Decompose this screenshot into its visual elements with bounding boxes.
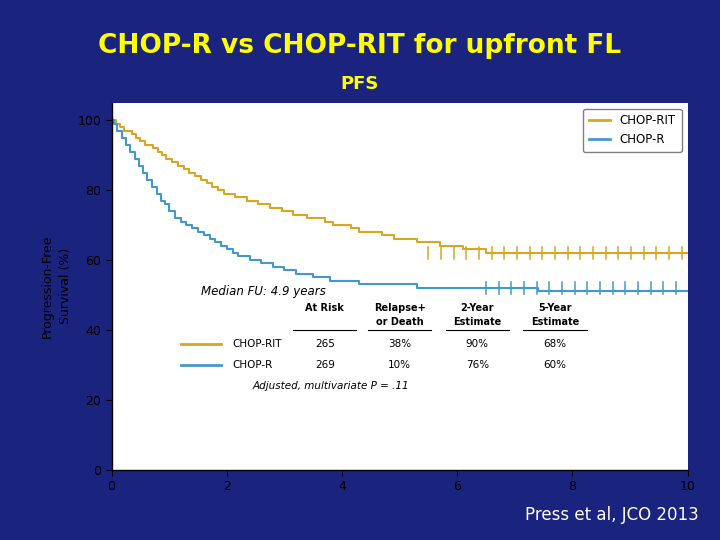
Text: Adjusted, multivariate P = .11: Adjusted, multivariate P = .11: [252, 381, 409, 391]
Text: Press et al, JCO 2013: Press et al, JCO 2013: [525, 506, 698, 524]
Text: 2-Year: 2-Year: [461, 303, 494, 313]
Text: Relapse+: Relapse+: [374, 303, 426, 313]
Text: 265: 265: [315, 339, 335, 349]
Text: 38%: 38%: [388, 339, 411, 349]
Text: 10%: 10%: [388, 360, 411, 370]
Text: CHOP-R vs CHOP-RIT for upfront FL: CHOP-R vs CHOP-RIT for upfront FL: [99, 33, 621, 59]
Text: At Risk: At Risk: [305, 303, 344, 313]
Text: 68%: 68%: [544, 339, 567, 349]
Text: 90%: 90%: [466, 339, 489, 349]
Text: or Death: or Death: [376, 316, 423, 327]
Legend: CHOP-RIT, CHOP-R: CHOP-RIT, CHOP-R: [583, 109, 682, 152]
Text: Median FU: 4.9 years: Median FU: 4.9 years: [201, 285, 325, 298]
Y-axis label: Progression-Free
Survival (%): Progression-Free Survival (%): [41, 234, 72, 338]
Text: 76%: 76%: [466, 360, 489, 370]
Text: CHOP-RIT: CHOP-RIT: [233, 339, 282, 349]
Text: 269: 269: [315, 360, 335, 370]
Text: Estimate: Estimate: [531, 316, 580, 327]
Text: 5-Year: 5-Year: [539, 303, 572, 313]
Text: CHOP-R: CHOP-R: [233, 360, 273, 370]
Text: Estimate: Estimate: [453, 316, 502, 327]
Text: PFS: PFS: [341, 75, 379, 93]
Text: 60%: 60%: [544, 360, 567, 370]
